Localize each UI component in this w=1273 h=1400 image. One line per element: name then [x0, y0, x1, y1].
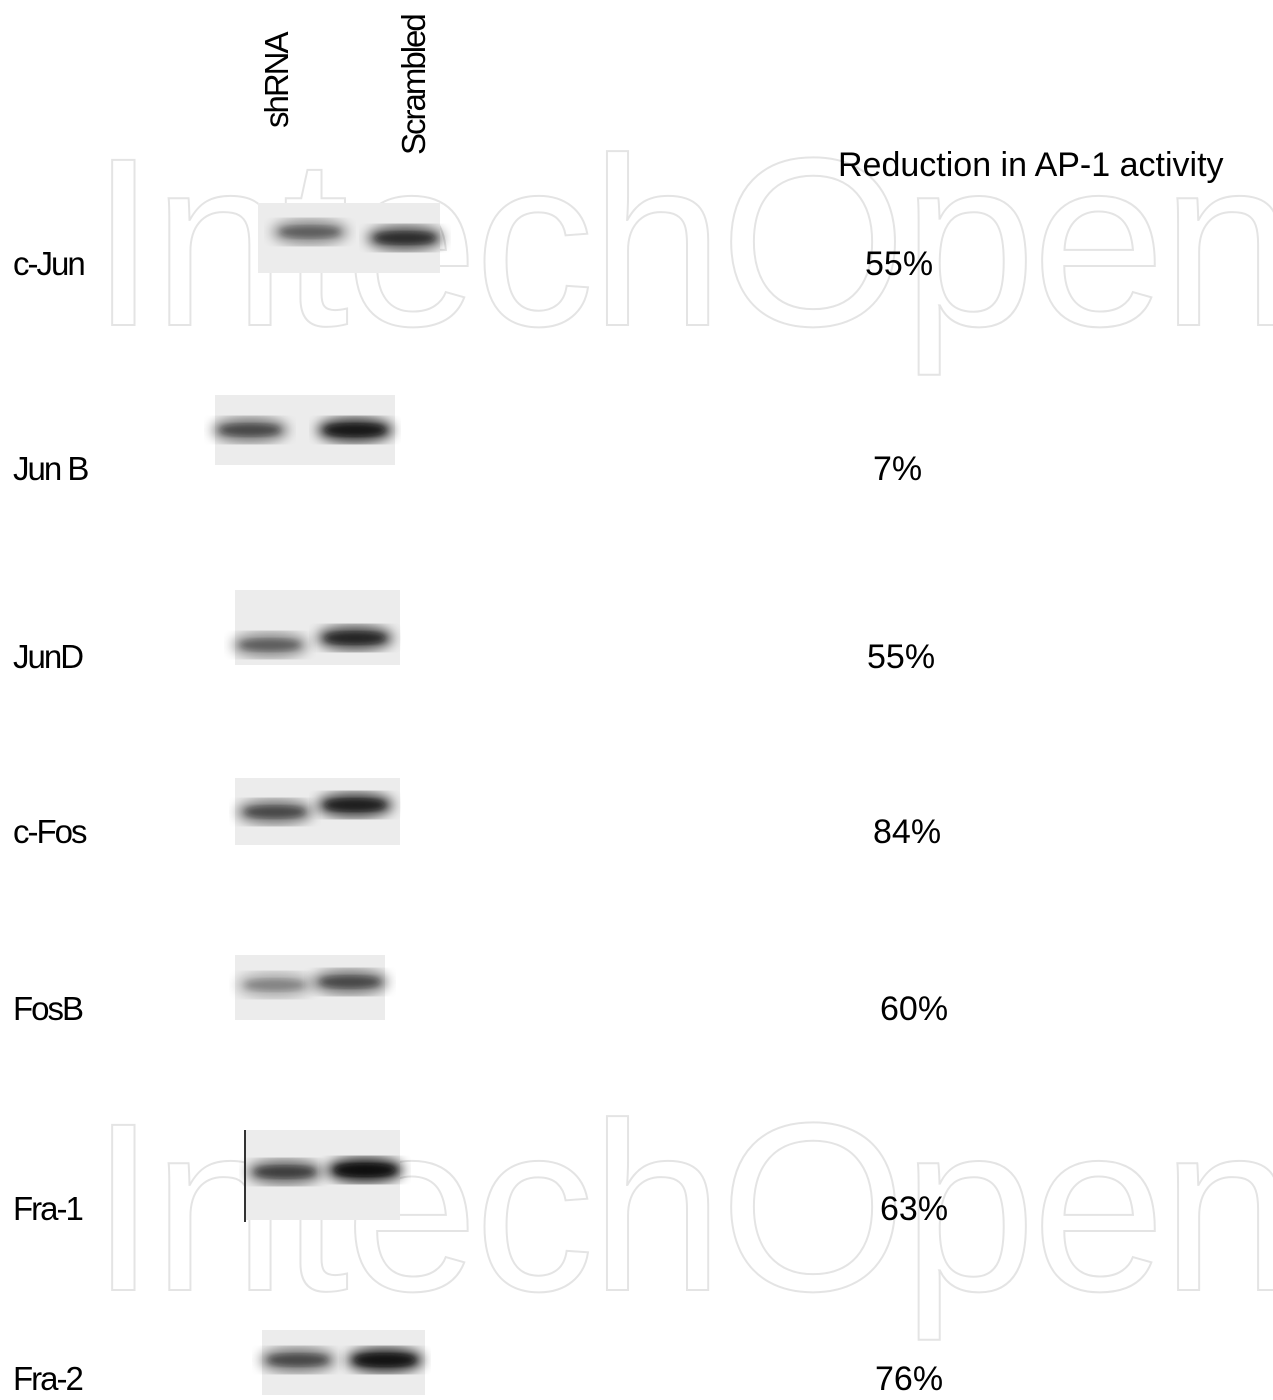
row-label: Fra-1 — [13, 1190, 82, 1227]
reduction-value: 60% — [880, 990, 948, 1028]
reduction-value: 84% — [873, 813, 941, 851]
row-label: Fra-2 — [13, 1360, 82, 1395]
band-core — [220, 424, 280, 436]
row-label: Jun B — [13, 450, 88, 487]
band-core — [375, 232, 435, 244]
band-core — [268, 1354, 328, 1366]
row-label: c-Fos — [13, 813, 87, 850]
row-label: FosB — [13, 990, 83, 1027]
band-core — [280, 226, 340, 238]
reduction-value: 55% — [865, 245, 933, 283]
reduction-value: 76% — [875, 1360, 943, 1395]
lane-label: shRNA — [258, 31, 295, 128]
reduction-value: 55% — [867, 638, 935, 676]
band-core — [325, 632, 385, 644]
band-core — [245, 979, 305, 991]
band-core — [320, 976, 380, 988]
band-core — [335, 1164, 395, 1176]
band-core — [355, 1354, 415, 1366]
column-header: Reduction in AP-1 activity — [838, 146, 1224, 184]
reduction-value: 7% — [873, 450, 922, 488]
band-core — [325, 424, 385, 436]
reduction-value: 63% — [880, 1190, 948, 1228]
band-core — [240, 639, 300, 651]
lane-label: Scrambled — [395, 15, 432, 155]
row-label: c-Jun — [13, 245, 84, 282]
band-core — [245, 806, 305, 818]
band-core — [325, 799, 385, 811]
row-label: JunD — [13, 638, 83, 675]
band-core — [255, 1166, 315, 1178]
